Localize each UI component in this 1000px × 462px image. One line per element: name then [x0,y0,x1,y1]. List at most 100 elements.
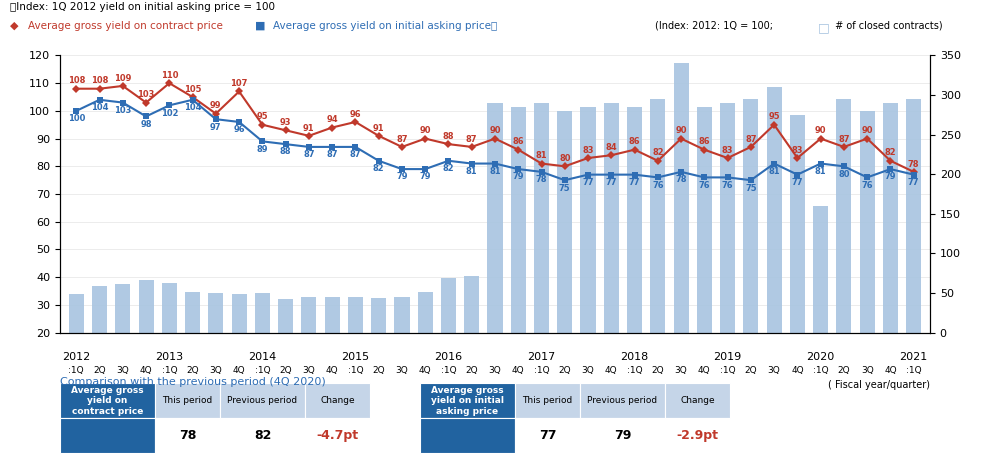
Text: 87: 87 [745,134,757,144]
Text: 108: 108 [91,76,108,85]
Bar [604,103,619,333]
Text: 3Q: 3Q [116,366,129,375]
Bar [767,87,782,333]
Text: :1Q: :1Q [627,366,642,375]
Text: 80: 80 [559,154,571,163]
Text: 81: 81 [768,167,780,176]
Text: 2Q: 2Q [838,366,850,375]
Text: 86: 86 [512,137,524,146]
Text: 96: 96 [233,125,245,134]
Text: 82: 82 [373,164,385,173]
Text: 4Q: 4Q [884,366,897,375]
Text: 77: 77 [792,178,803,187]
Text: 81: 81 [536,151,547,160]
Bar [208,293,223,333]
Text: :1Q: :1Q [906,366,922,375]
Text: 2Q: 2Q [465,366,478,375]
Bar [511,107,526,333]
Text: 79: 79 [396,172,408,182]
Text: 2Q: 2Q [745,366,757,375]
Bar [627,107,642,333]
Text: 77: 77 [582,178,594,187]
Text: 3Q: 3Q [582,366,594,375]
Text: 2021: 2021 [900,352,928,362]
Text: 4Q: 4Q [419,366,432,375]
Text: 104: 104 [91,103,108,112]
Bar [185,292,200,333]
Text: Change: Change [680,396,715,405]
Text: Average gross
yield on
contract price: Average gross yield on contract price [71,386,144,416]
Text: 86: 86 [699,137,710,146]
Text: 2014: 2014 [248,352,277,362]
Text: 98: 98 [140,120,152,129]
Text: Previous period: Previous period [587,396,658,405]
Text: 77: 77 [539,429,556,442]
Bar [139,280,154,333]
Text: 81: 81 [466,167,478,176]
Text: 2019: 2019 [713,352,742,362]
Text: 96: 96 [350,109,361,119]
Text: 78: 78 [536,175,547,184]
Text: (Index: 2012: 1Q = 100;: (Index: 2012: 1Q = 100; [655,21,779,31]
Text: 87: 87 [350,150,361,159]
Text: 79: 79 [885,172,896,182]
Text: 2Q: 2Q [279,366,292,375]
Text: 77: 77 [606,178,617,187]
Text: Comparison with the previous period (4Q 2020): Comparison with the previous period (4Q … [60,377,326,387]
Text: （Index: 1Q 2012 yield on initial asking price = 100: （Index: 1Q 2012 yield on initial asking … [10,2,275,12]
Text: 83: 83 [582,146,594,155]
Bar [232,294,247,333]
Text: This period: This period [522,396,573,405]
Text: 76: 76 [861,181,873,190]
Bar [278,298,293,333]
Text: 110: 110 [161,71,178,80]
Text: 3Q: 3Q [489,366,501,375]
Bar [906,99,921,333]
Text: 86: 86 [629,137,640,146]
Text: 79: 79 [513,172,524,182]
Text: 87: 87 [303,150,315,159]
Bar [720,103,735,333]
Text: 88: 88 [443,132,454,141]
Text: Average gross yield on contract price: Average gross yield on contract price [28,21,223,31]
Text: 75: 75 [745,183,757,193]
Text: 83: 83 [722,146,733,155]
Text: 2Q: 2Q [93,366,106,375]
Text: 76: 76 [699,181,710,190]
Text: ◆: ◆ [10,21,22,31]
Text: 89: 89 [257,145,268,154]
Text: 90: 90 [675,126,687,135]
Text: :1Q: :1Q [255,366,270,375]
Bar [487,103,503,333]
Bar [883,103,898,333]
Text: 82: 82 [885,148,896,158]
Text: 2Q: 2Q [558,366,571,375]
Text: 2020: 2020 [807,352,835,362]
Text: 2012: 2012 [62,352,90,362]
Bar [697,107,712,333]
Text: 78: 78 [908,159,919,169]
Text: 97: 97 [210,122,222,132]
Bar [580,107,596,333]
Text: 2Q: 2Q [186,366,199,375]
Text: 3Q: 3Q [303,366,315,375]
Text: 100: 100 [68,114,85,123]
Text: 3Q: 3Q [861,366,874,375]
Text: 78: 78 [675,175,687,184]
Text: 108: 108 [68,76,85,85]
Text: 2017: 2017 [527,352,556,362]
Text: 107: 107 [230,79,248,88]
Text: 88: 88 [280,147,291,157]
Bar [162,283,177,333]
Bar [69,294,84,333]
Text: 77: 77 [908,178,919,187]
Text: 4Q: 4Q [698,366,711,375]
Text: 2Q: 2Q [652,366,664,375]
Text: 81: 81 [489,167,501,176]
Text: 90: 90 [489,126,501,135]
Bar [557,111,572,333]
Text: :1Q: :1Q [162,366,177,375]
Text: 79: 79 [419,172,431,182]
Bar [441,278,456,333]
Text: 4Q: 4Q [233,366,245,375]
